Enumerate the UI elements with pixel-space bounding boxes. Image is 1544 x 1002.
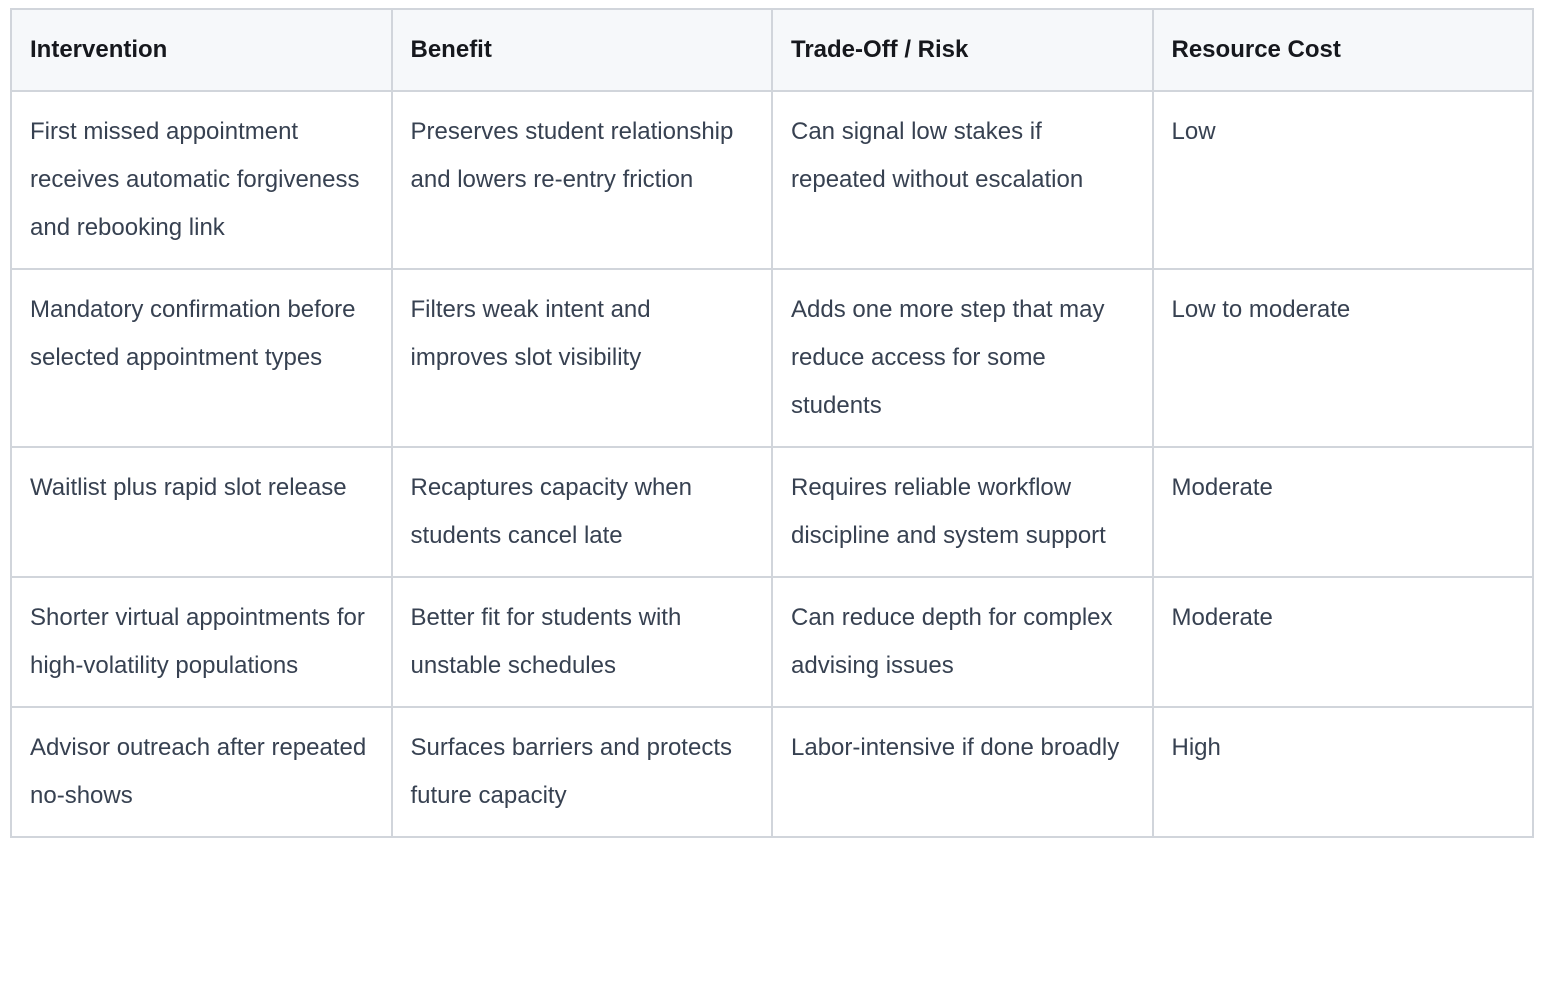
table-cell: Low [1151, 90, 1534, 270]
table-cell: High [1151, 706, 1534, 838]
table-cell: Adds one more step that may reduce acces… [771, 268, 1154, 448]
table-cell: Shorter virtual appointments for high-vo… [10, 576, 393, 708]
table-cell: Better fit for students with unstable sc… [390, 576, 773, 708]
header-row: Intervention Benefit Trade-Off / Risk Resou… [10, 8, 1534, 92]
table-cell: Can signal low stakes if repeated withou… [771, 90, 1154, 270]
table-cell: Advisor outreach after repeated no-shows [10, 706, 393, 838]
table-row: Shorter virtual appointments for high-vo… [10, 576, 1534, 708]
table-row: Waitlist plus rapid slot release Recaptur… [10, 446, 1534, 578]
column-header-trade-off-risk: Trade-Off / Risk [771, 8, 1154, 92]
interventions-comparison-table: Intervention Benefit Trade-Off / Risk Resou… [10, 8, 1534, 838]
table-cell: Moderate [1151, 446, 1534, 578]
table-cell: Moderate [1151, 576, 1534, 708]
table-cell: Filters weak intent and improves slot vi… [390, 268, 773, 448]
table-cell: Low to moderate [1151, 268, 1534, 448]
column-header-benefit: Benefit [390, 8, 773, 92]
table-cell: Waitlist plus rapid slot release [10, 446, 393, 578]
table-cell: Mandatory confirmation before selected a… [10, 268, 393, 448]
table-head: Intervention Benefit Trade-Off / Risk Resou… [10, 8, 1534, 92]
table-row: Mandatory confirmation before selected a… [10, 268, 1534, 448]
table-cell: First missed appointment receives automa… [10, 90, 393, 270]
table-row: First missed appointment receives automa… [10, 90, 1534, 270]
table-cell: Can reduce depth for complex advising is… [771, 576, 1154, 708]
table-body: First missed appointment receives automa… [10, 90, 1534, 838]
column-header-intervention: Intervention [10, 8, 393, 92]
table-cell: Recaptures capacity when students cancel… [390, 446, 773, 578]
table-cell: Labor-intensive if done broadly [771, 706, 1154, 838]
table-cell: Surfaces barriers and protects future ca… [390, 706, 773, 838]
table-cell: Requires reliable workflow discipline an… [771, 446, 1154, 578]
column-header-resource-cost: Resource Cost [1151, 8, 1534, 92]
table-row: Advisor outreach after repeated no-shows… [10, 706, 1534, 838]
table-cell: Preserves student relationship and lower… [390, 90, 773, 270]
